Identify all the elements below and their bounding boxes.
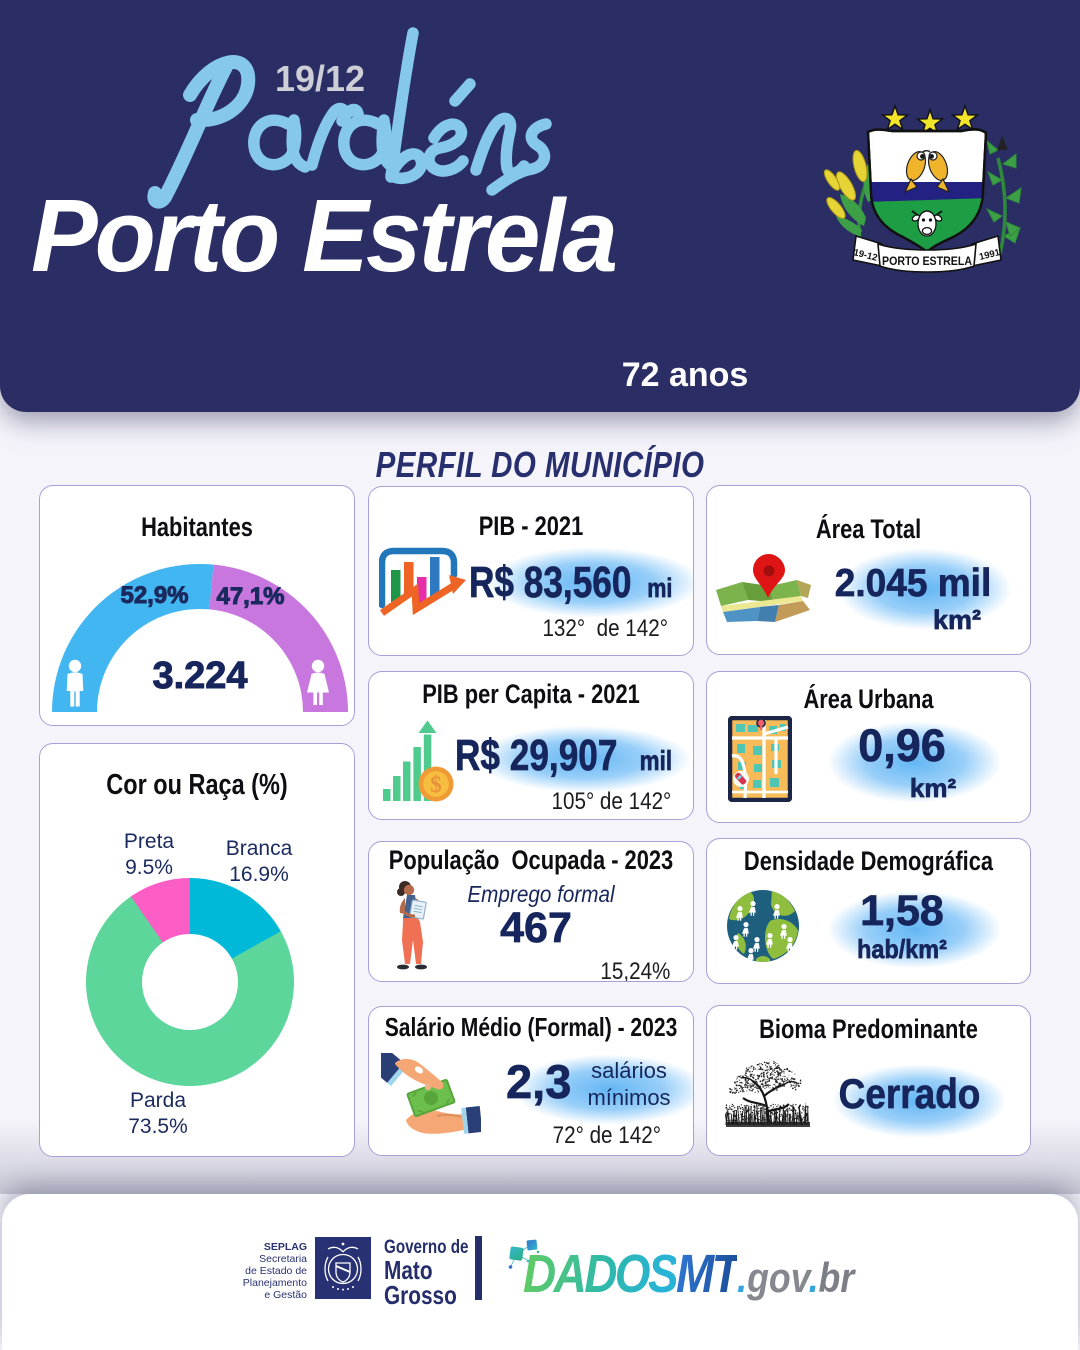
svg-text:$: $ — [430, 772, 442, 797]
svg-text:1991: 1991 — [978, 247, 1002, 263]
svg-text:PORTO ESTRELA: PORTO ESTRELA — [882, 254, 972, 268]
